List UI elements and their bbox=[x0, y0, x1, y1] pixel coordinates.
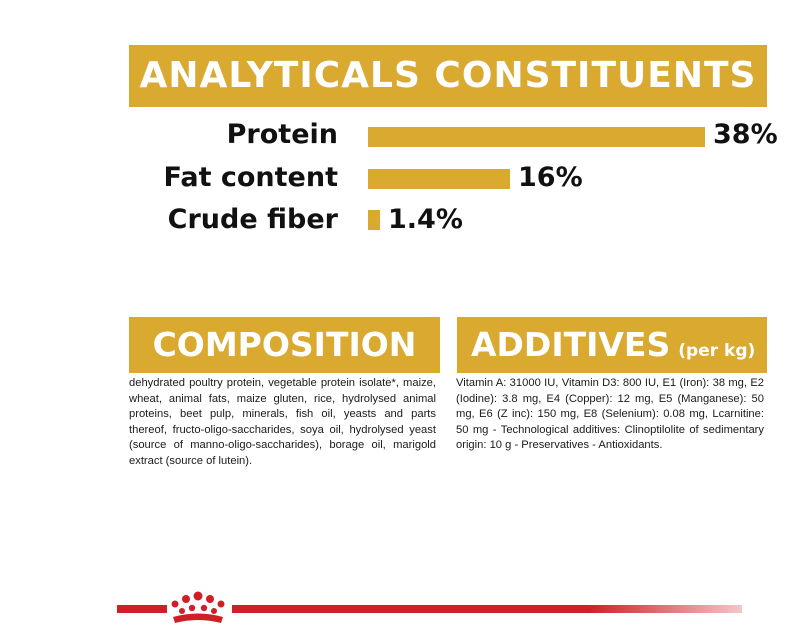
fat-content-value: 16% bbox=[518, 162, 583, 193]
additives-banner: ADDITIVES (per kg) bbox=[457, 317, 767, 373]
analyticals-banner: ANALYTICALS CONSTITUENTS bbox=[129, 45, 767, 107]
footer-line-left bbox=[117, 605, 167, 613]
fat-content-label: Fat content bbox=[163, 162, 338, 193]
crude-fiber-value: 1.4% bbox=[388, 204, 463, 235]
royal-canin-crown-icon bbox=[171, 591, 225, 623]
crude-fiber-label: Crude fiber bbox=[167, 204, 338, 235]
crude-fiber-bar bbox=[368, 210, 380, 230]
footer-line-right bbox=[232, 605, 742, 613]
analyticals-title: ANALYTICALS CONSTITUENTS bbox=[139, 55, 757, 96]
additives-title-suffix: (per kg) bbox=[678, 341, 756, 361]
fat-content-bar bbox=[368, 169, 510, 189]
composition-title: COMPOSITION bbox=[152, 325, 417, 364]
additives-title: ADDITIVES bbox=[471, 325, 671, 364]
protein-bar bbox=[368, 127, 705, 147]
composition-banner: COMPOSITION bbox=[129, 317, 440, 373]
additives-text: Vitamin A: 31000 IU, Vitamin D3: 800 IU,… bbox=[456, 377, 764, 451]
composition-text: dehydrated poultry protein, vegetable pr… bbox=[129, 377, 436, 467]
protein-value: 38% bbox=[713, 119, 778, 150]
protein-label: Protein bbox=[226, 119, 338, 150]
